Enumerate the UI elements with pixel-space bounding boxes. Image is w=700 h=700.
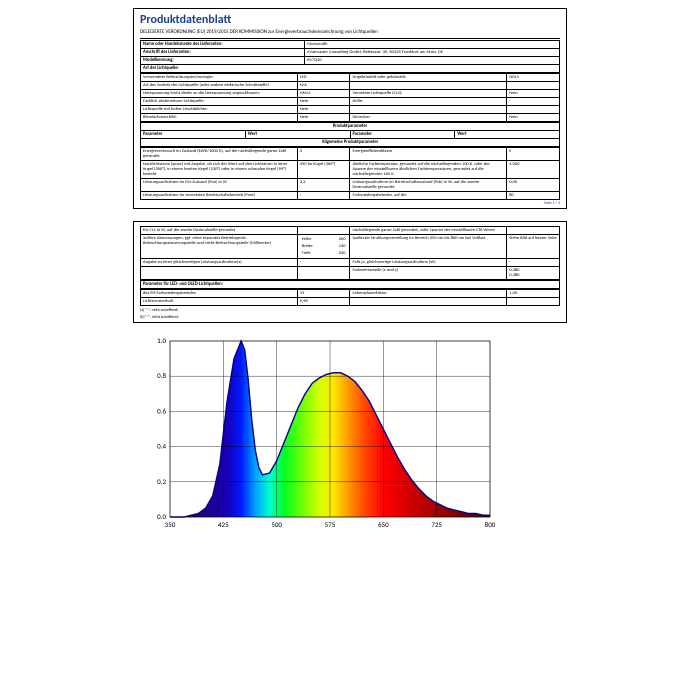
header-table: Name oder Handelsmarke des Lieferanten:M… — [140, 40, 560, 73]
svg-text:0.6: 0.6 — [157, 406, 166, 415]
spectral-chart: 0.00.20.40.60.81.0350425500575650725800 — [140, 335, 560, 535]
svg-text:500: 500 — [271, 520, 282, 529]
art-table: Verwendete Beleuchtungstechnologie:LEDUn… — [140, 73, 560, 122]
spd-svg: 0.00.20.40.60.81.0350425500575650725800 — [140, 335, 500, 535]
svg-text:650: 650 — [378, 520, 389, 529]
datasheet-page-1: Produktdatenblatt DELEGIERTE VERORDNUNG … — [133, 8, 567, 209]
page-number: Seite 1 / 3 — [140, 201, 560, 206]
param-head: Produktparameter Parameter Wert Paramete… — [140, 122, 560, 147]
svg-text:725: 725 — [431, 520, 442, 529]
datasheet-page-2: für CLS in W, auf die zweite Dezimalstel… — [133, 221, 567, 323]
footnote-a: (a) "-": nicht zutreffend; — [140, 308, 560, 313]
svg-text:425: 425 — [218, 520, 229, 529]
svg-text:575: 575 — [325, 520, 336, 529]
page2-table: für CLS in W, auf die zweite Dezimalstel… — [140, 226, 560, 280]
footnote-b: (b) "-": nicht zutreffend; — [140, 315, 560, 320]
led-table: des R9-Farbwiedergabeindex19Lebensdauerf… — [140, 289, 560, 306]
led-head: Parameter für LED- und OLED-Lichtquellen… — [140, 280, 560, 289]
allg-table: Energieverbrauch im Zustand (kWh/1000 h)… — [140, 147, 560, 200]
svg-text:0.2: 0.2 — [157, 477, 166, 486]
svg-text:350: 350 — [165, 520, 176, 529]
svg-text:800: 800 — [485, 520, 496, 529]
svg-text:1.0: 1.0 — [157, 336, 166, 345]
title: Produktdatenblatt — [140, 13, 560, 27]
svg-text:0.4: 0.4 — [157, 442, 166, 451]
svg-text:0.8: 0.8 — [157, 371, 166, 380]
subtitle: DELEGIERTE VERORDNUNG (EU) 2019/2015 DER… — [140, 29, 560, 35]
